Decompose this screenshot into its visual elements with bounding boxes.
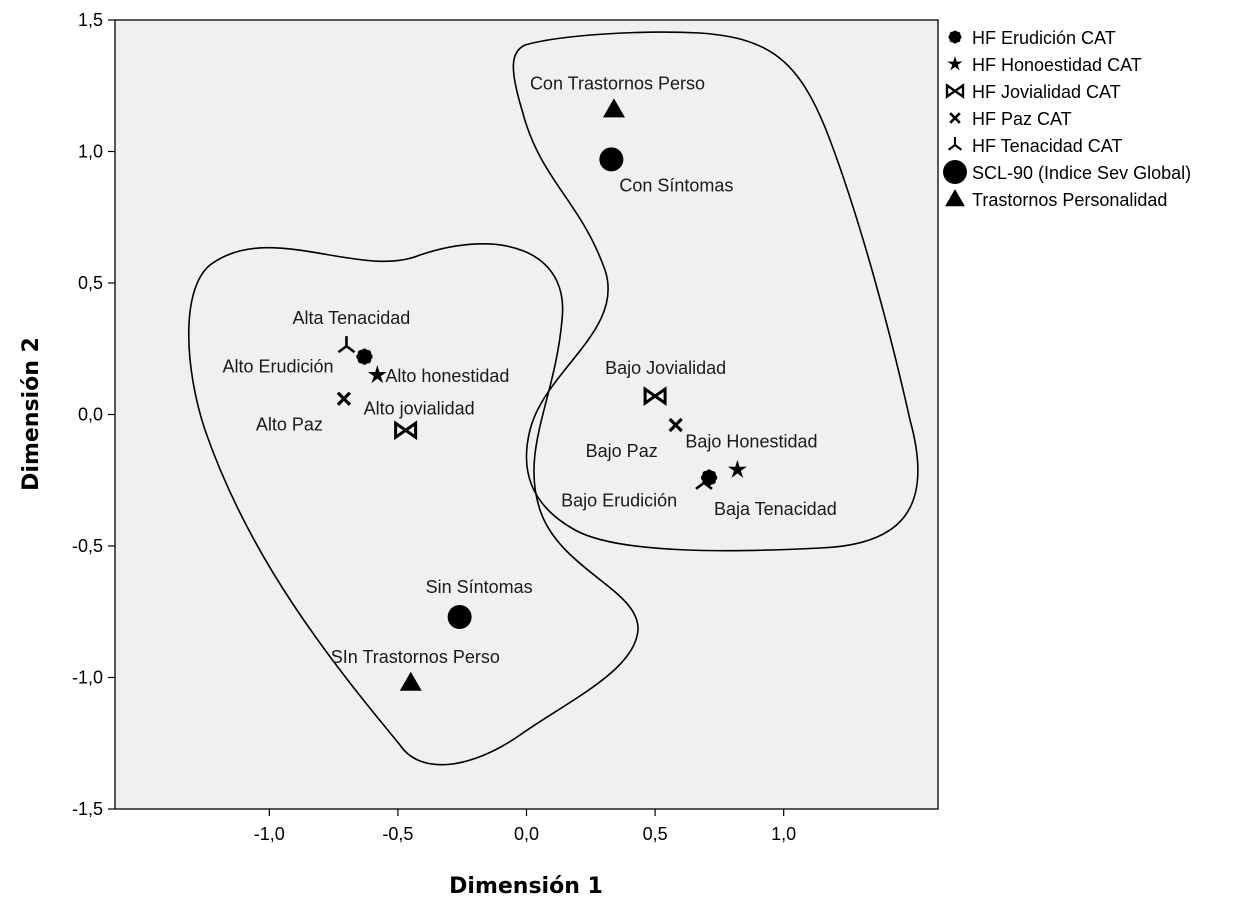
y-tick-label: 1,0 [78, 142, 103, 162]
point-label: Baja Tenacidad [714, 499, 837, 519]
point-circle [599, 147, 624, 172]
legend-item: HF Jovialidad CAT [945, 82, 1121, 102]
cluster-outline-left [187, 243, 639, 766]
y-tick-label: 0,0 [78, 405, 103, 425]
legend-item: Trastornos Personalidad [945, 189, 1167, 210]
legend-item: HF Paz CAT [949, 109, 1072, 129]
cluster-outlines [187, 31, 919, 766]
point-circle [447, 605, 472, 630]
legend-item: HF Honoestidad CAT [947, 55, 1142, 75]
point-label: Sin Síntomas [426, 577, 533, 597]
y-tick-label: 1,5 [78, 10, 103, 30]
y-tick-label: -1,5 [72, 799, 103, 819]
legend-label: Trastornos Personalidad [972, 190, 1167, 210]
cluster-outline-right [512, 31, 919, 552]
point-bowtie [643, 386, 667, 406]
y-axis: 1,5 1,0 0,5 0,0 -0,5 -1,0 -1,5 [72, 10, 115, 819]
legend-marker-circle [943, 160, 967, 184]
legend-label: HF Jovialidad CAT [972, 82, 1121, 102]
point-label: Con Síntomas [619, 175, 733, 195]
point-label: Bajo Erudición [561, 491, 677, 511]
x-tick-label: -1,0 [254, 824, 285, 844]
point-flower [356, 348, 373, 365]
legend-label: SCL-90 (Indice Sev Global) [972, 163, 1191, 183]
legend-label: HF Honoestidad CAT [972, 55, 1142, 75]
point-triangle [399, 671, 422, 691]
point-bowtie [394, 420, 418, 441]
x-tick-label: 1,0 [771, 824, 796, 844]
y-tick-label: 0,5 [78, 273, 103, 293]
y-tick-label: -1,0 [72, 668, 103, 688]
point-star [727, 459, 747, 478]
legend-item: HF Tenacidad CAT [947, 136, 1122, 156]
point-tri [337, 336, 356, 354]
point-label: Con Trastornos Perso [530, 73, 705, 93]
point-tri [695, 472, 713, 490]
point-triangle [602, 98, 625, 118]
legend-label: HF Tenacidad CAT [972, 136, 1122, 156]
legend-item: SCL-90 (Indice Sev Global) [943, 160, 1191, 184]
x-axis: -1,0 -0,5 0,0 0,5 1,0 [254, 809, 796, 844]
point-label: Alto Paz [256, 415, 323, 435]
plot-area [114, 19, 939, 810]
legend-marker-bowtie [945, 83, 965, 99]
legend-marker-triangle [945, 189, 965, 207]
legend: HF Erudición CAT HF Honoestidad CAT HF Jov… [943, 28, 1191, 210]
y-axis-title: Dimensión 2 [19, 337, 44, 491]
x-tick-label: -0,5 [382, 824, 413, 844]
point-labels: Alto Erudición Bajo Erudición Alto honesti… [222, 73, 836, 666]
legend-marker-tri [947, 136, 963, 151]
point-label: Bajo Honestidad [685, 432, 817, 452]
legend-marker-cross [949, 112, 961, 124]
point-star [367, 365, 387, 384]
data-points [336, 98, 747, 691]
point-label: SIn Trastornos Perso [331, 647, 500, 667]
legend-label: HF Paz CAT [972, 109, 1072, 129]
y-tick-label: -0,5 [72, 536, 103, 556]
point-cross [336, 391, 352, 406]
x-tick-label: 0,5 [643, 824, 668, 844]
legend-marker-flower [948, 30, 962, 44]
x-axis-title: Dimensión 1 [449, 874, 603, 897]
legend-item: HF Erudición CAT [948, 28, 1116, 48]
legend-label: HF Erudición CAT [972, 28, 1116, 48]
point-label: Alto Erudición [222, 357, 333, 377]
point-label: Alto honestidad [385, 366, 509, 386]
point-label: Bajo Jovialidad [605, 358, 726, 378]
x-tick-label: 0,0 [514, 824, 539, 844]
point-label: Alto jovialidad [364, 398, 475, 418]
point-label: Alta Tenacidad [292, 308, 410, 328]
point-cross [668, 417, 683, 433]
legend-marker-star [947, 56, 963, 71]
point-label: Bajo Paz [586, 441, 658, 461]
